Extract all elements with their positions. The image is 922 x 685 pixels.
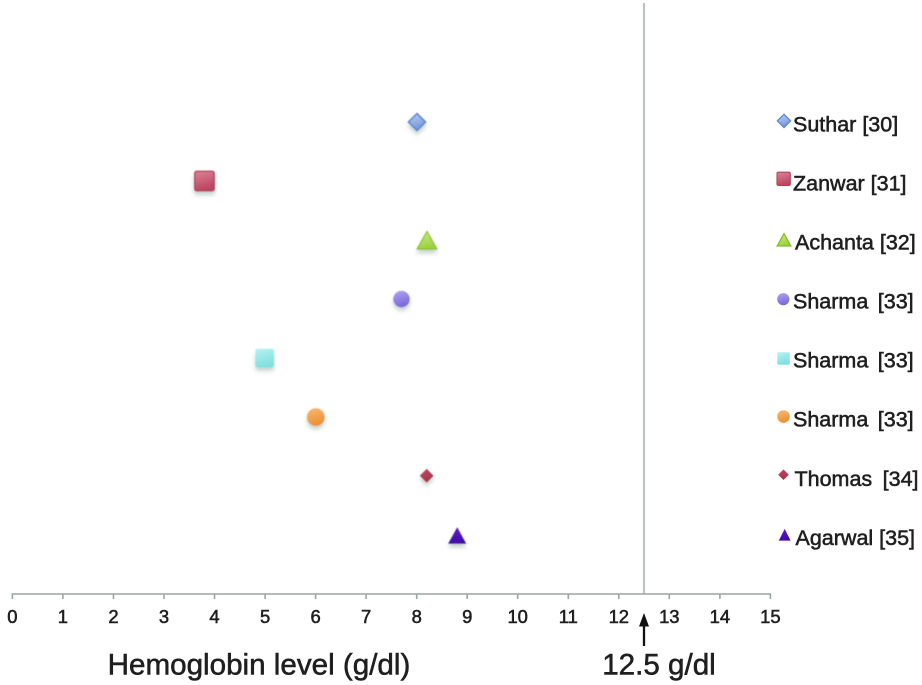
svg-text:Hemoglobin level (g/dl): Hemoglobin level (g/dl) — [108, 649, 411, 682]
svg-text:13: 13 — [659, 606, 679, 627]
svg-text:Agarwal [35]: Agarwal [35] — [796, 526, 916, 550]
svg-text:10: 10 — [507, 606, 527, 627]
svg-text:4: 4 — [209, 606, 219, 627]
svg-text:14: 14 — [710, 606, 730, 627]
svg-text:0: 0 — [7, 606, 17, 627]
svg-text:Sharma [33]: Sharma [33] — [793, 349, 914, 373]
svg-text:Sharma [33]: Sharma [33] — [793, 408, 914, 432]
svg-text:2: 2 — [108, 606, 118, 627]
svg-text:1: 1 — [58, 606, 68, 627]
svg-text:8: 8 — [412, 606, 422, 627]
svg-text:Sharma [33]: Sharma [33] — [793, 290, 914, 314]
svg-text:7: 7 — [361, 606, 371, 627]
svg-text:Zanwar [31]: Zanwar [31] — [793, 171, 907, 195]
svg-text:9: 9 — [462, 606, 472, 627]
svg-text:Thomas [34]: Thomas [34] — [795, 467, 919, 491]
svg-text:3: 3 — [159, 606, 169, 627]
svg-text:Suthar [30]: Suthar [30] — [793, 112, 898, 136]
svg-text:11: 11 — [559, 606, 578, 627]
svg-text:12.5 g/dl: 12.5 g/dl — [602, 649, 716, 682]
svg-text:Achanta [32]: Achanta [32] — [795, 230, 916, 254]
svg-text:5: 5 — [260, 606, 270, 627]
svg-text:12: 12 — [609, 606, 629, 627]
svg-text:15: 15 — [760, 606, 780, 627]
svg-text:6: 6 — [310, 606, 320, 627]
